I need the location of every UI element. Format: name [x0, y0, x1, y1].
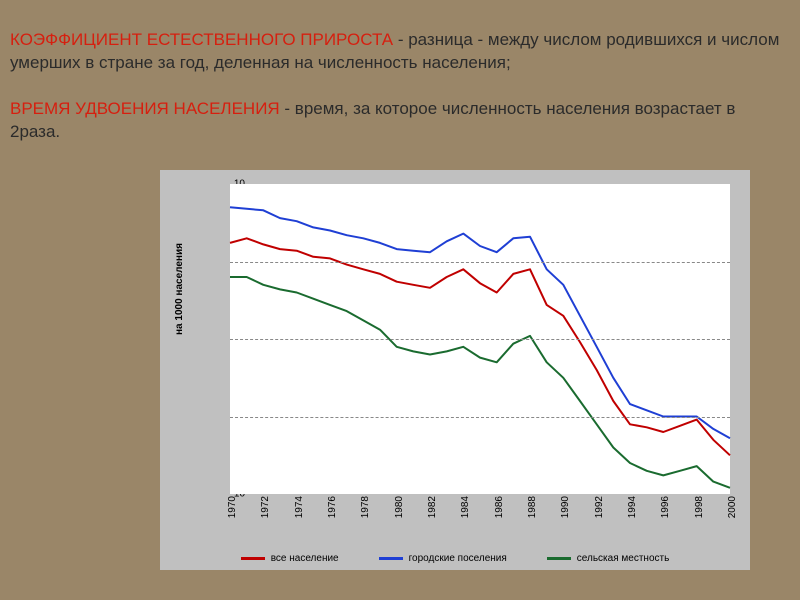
x-tick-label: 1974 [294, 496, 305, 518]
x-tick-label: 1980 [394, 496, 405, 518]
x-tick-label: 1984 [460, 496, 471, 518]
legend-swatch [241, 557, 265, 560]
x-tick-label: 1994 [627, 496, 638, 518]
x-tick-label: 1988 [527, 496, 538, 518]
x-tick-label: 1986 [494, 496, 505, 518]
gridline [230, 417, 730, 418]
x-tick-label: 1982 [427, 496, 438, 518]
legend: все население городские поселения сельская… [160, 553, 750, 564]
series-line [230, 277, 730, 488]
legend-label: городские поселения [409, 553, 507, 564]
x-tick-label: 1996 [660, 496, 671, 518]
x-tick-label: 1970 [227, 496, 238, 518]
series-line [230, 207, 730, 438]
legend-label: сельская местность [577, 553, 670, 564]
series-line [230, 238, 730, 455]
legend-swatch [547, 557, 571, 560]
gridline [230, 339, 730, 340]
y-axis-label: на 1000 населения [174, 243, 185, 335]
legend-label: все население [271, 553, 339, 564]
x-tick-label: 1990 [560, 496, 571, 518]
header-text: КОЭФФИЦИЕНТ ЕСТЕСТВЕННОГО ПРИРОСТА - раз… [0, 0, 800, 154]
x-tick-label: 1998 [694, 496, 705, 518]
x-tick-label: 1978 [360, 496, 371, 518]
x-tick-label: 1976 [327, 496, 338, 518]
x-ticks: 1970 1972 1974 1976 1978 1980 1982 1984 1986 1988… [230, 494, 730, 534]
x-tick-label: 1972 [260, 496, 271, 518]
x-tick-label: 2000 [727, 496, 738, 518]
x-tick-label: 1992 [594, 496, 605, 518]
chart-frame: на 1000 населения -10-50510 197019721974… [160, 170, 750, 570]
legend-item: сельская местность [547, 553, 670, 564]
gridline [230, 262, 730, 263]
legend-item: городские поселения [379, 553, 507, 564]
term2: ВРЕМЯ УДВОЕНИЯ НАСЕЛЕНИЯ [10, 99, 280, 118]
legend-swatch [379, 557, 403, 560]
term1: КОЭФФИЦИЕНТ ЕСТЕСТВЕННОГО ПРИРОСТА [10, 30, 393, 49]
plot-area [230, 184, 730, 494]
legend-item: все население [241, 553, 339, 564]
